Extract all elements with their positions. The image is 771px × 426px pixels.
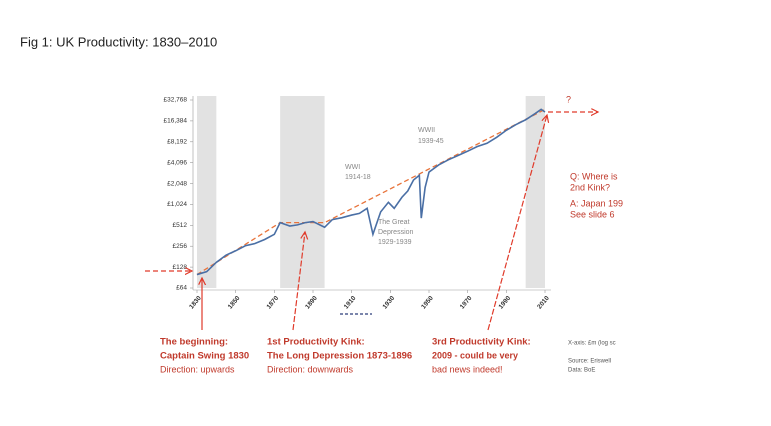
annotation: 3rd Productivity Kink: [432,337,531,348]
y-tick-label: £32,768 [164,97,188,104]
shaded-period [525,96,545,288]
x-tick-label: 1950 [420,295,435,311]
y-tick-label: £256 [173,243,188,250]
annotation: The Great [378,219,410,226]
y-tick-label: £128 [173,264,188,271]
annotation: Captain Swing 1830 [160,351,249,362]
y-tick-label: £2,048 [167,180,187,187]
annotation: 1914-18 [345,174,371,181]
trend-line [196,108,546,276]
annotation: A: Japan 199 [570,198,623,208]
annotation: The beginning: [160,337,228,348]
annotation: Direction: downwards [267,364,354,374]
arrow [292,232,305,331]
annotation: ? [566,94,571,104]
annotation: 2nd Kink? [570,182,610,192]
y-tick-label: £16,384 [164,118,188,125]
slide-title: Fig 1: UK Productivity: 1830–2010 [20,34,217,49]
annotation: 1st Productivity Kink: [267,337,365,348]
x-tick-label: 2010 [536,295,551,311]
y-tick-label: £512 [173,222,188,229]
arrow [487,115,547,331]
annotation: Direction: upwards [160,364,235,374]
x-tick-label: 1830 [188,295,203,311]
annotation: 2009 - could be very [432,350,518,360]
y-tick-label: £1,024 [167,201,187,208]
y-tick-label: £4,096 [167,159,187,166]
x-tick-label: 1850 [227,295,242,311]
annotation: WWI [345,164,360,171]
annotation: 1929-1939 [378,239,412,246]
annotation: Depression [378,229,414,236]
shaded-period [197,96,217,288]
x-tick-label: 1910 [343,295,358,311]
annotation: 1939-45 [418,138,444,145]
y-tick-label: £64 [176,285,187,292]
annotation: See slide 6 [570,209,615,219]
x-tick-label: 1890 [304,295,319,311]
y-tick-label: £8,192 [167,138,187,145]
shaded-period [280,96,325,288]
annotation: bad news indeed! [432,364,503,374]
annotation: Q: Where is [570,171,618,181]
x-tick-label: 1870 [266,295,281,311]
x-tick-label: 1970 [459,295,474,311]
annotation: Source: Eriswell [568,359,611,365]
annotation: X-axis: £m (log sc [568,341,616,347]
annotation: Data: BoE [568,368,595,374]
annotation: WWII [418,127,435,134]
annotation: The Long Depression 1873-1896 [267,351,412,362]
x-tick-label: 1990 [498,295,513,311]
productivity-line [196,108,546,276]
x-tick-label: 1930 [382,295,397,311]
chart: £64 £128 £256 £512 £1,024 £2,048 £4,096 £8,192 £… [164,96,551,311]
